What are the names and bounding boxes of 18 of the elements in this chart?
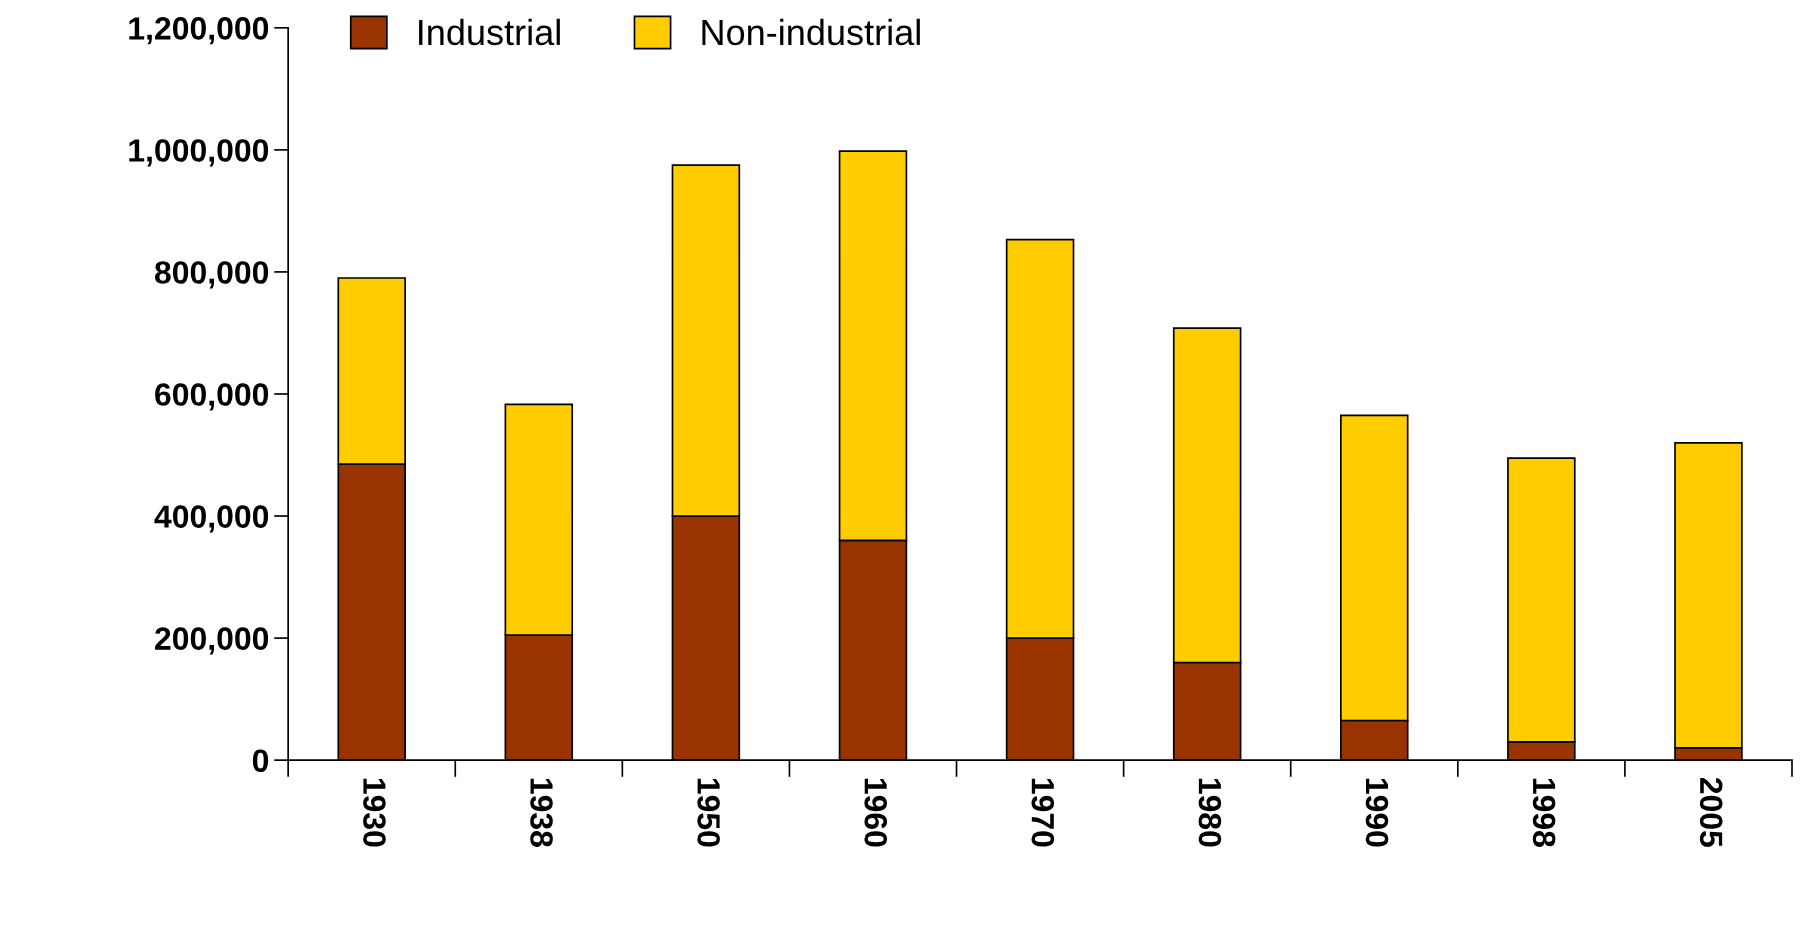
x-tick-label: 1998 (1532, 778, 1556, 847)
y-tick-label: 400,000 (154, 505, 269, 533)
y-tick-label: 600,000 (155, 383, 269, 411)
y-tick-label: 1,200,000 (129, 17, 269, 45)
x-tick-label: 1990 (1365, 778, 1389, 847)
x-tick-label: 1970 (1031, 778, 1055, 847)
y-tick-label: 800,000 (154, 261, 269, 289)
y-tick-label: 0 (252, 749, 269, 773)
y-tick-label: 1,000,000 (129, 139, 269, 167)
y-tick-label: 200,000 (155, 627, 269, 655)
x-tick-label: 1980 (1198, 778, 1222, 847)
x-tick-label: 2005 (1699, 777, 1723, 847)
x-tick-label: 1938 (530, 778, 553, 847)
legend-label: Non-industrial (702, 18, 920, 46)
legend-label: Industrial (419, 18, 560, 46)
x-tick-label: 1960 (864, 778, 888, 847)
x-tick-label: 1930 (363, 778, 386, 847)
x-tick-label: 1950 (697, 778, 720, 847)
